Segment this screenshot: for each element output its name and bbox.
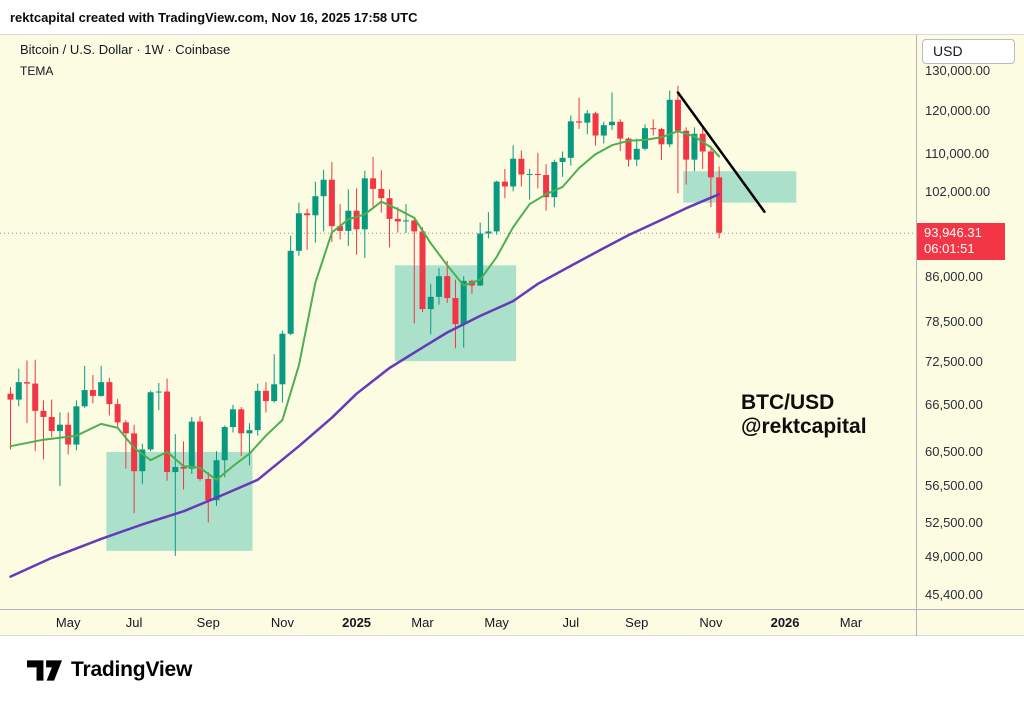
watermark-symbol: BTC/USD [741,391,835,414]
time-axis-label: Mar [839,615,863,630]
indicator-label[interactable]: TEMA [20,64,54,78]
time-axis-label: Sep [196,615,220,630]
price-axis-label: 110,000.00 [925,146,990,162]
bar-close-countdown: 06:01:51 [924,240,975,256]
price-axis-label: 45,400.00 [925,586,983,602]
time-axis-label: May [484,615,509,630]
symbol-title[interactable]: Bitcoin / U.S. Dollar · 1W · Coinbase [20,42,231,57]
candlestick-chart[interactable] [0,35,916,609]
price-axis-label: 72,500.00 [925,353,983,369]
attribution-bar: rektcapital created with TradingView.com… [0,0,1024,35]
watermark-handle: @rektcapital [741,415,867,438]
price-axis-label: 56,500.00 [925,477,983,493]
tradingview-wordmark: TradingView [71,658,193,681]
price-axis-label: 86,000.00 [925,268,983,284]
price-axis-label: 130,000.00 [925,63,991,78]
time-axis-label: Nov [270,615,294,630]
candle-series [7,85,723,556]
time-axis-label: May [55,615,81,630]
time-axis-label: Jul [562,615,580,630]
price-axis-label: 78,500.00 [925,314,983,330]
tema-slow-line[interactable] [9,192,721,578]
price-axis-label: 102,000.00 [925,183,991,199]
footer-bar: TradingView [0,636,1024,704]
attribution-text: rektcapital created with TradingView.com… [10,9,418,25]
last-price-badge: 93,946.31 06:01:51 [917,222,1005,260]
trendline[interactable] [676,91,766,213]
price-axis-label: 66,500.00 [925,396,983,412]
chart-area: Bitcoin / U.S. Dollar · 1W · Coinbase TE… [0,35,1024,636]
accumulation-box[interactable] [106,451,253,551]
watermark: BTC/USD @rektcapital [741,391,867,439]
time-axis-label: Sep [625,615,649,630]
last-price-value: 93,946.31 [924,224,982,240]
price-axis-label: 52,500.00 [925,514,983,530]
tema-fast-line[interactable] [9,130,721,481]
currency-selector[interactable]: USD [922,39,1015,64]
time-axis-label: 2025 [342,615,372,630]
time-axis-label: Jul [125,615,143,630]
price-axis[interactable]: USD 93,946.31 06:01:51 130,000.00 120,000… [916,35,1024,636]
time-axis[interactable]: May Jul Sep Nov 2025 Mar May Jul Sep Nov 2026 Mar [0,609,1024,636]
chart-legend: Bitcoin / U.S. Dollar · 1W · Coinbase TE… [20,42,230,78]
price-axis-label: 60,500.00 [925,443,983,459]
time-axis-label: Mar [411,615,434,630]
time-axis-label: 2026 [770,615,800,630]
price-axis-label: 49,000.00 [925,548,983,564]
tradingview-logo [27,659,62,681]
time-axis-label: Nov [699,615,723,630]
price-axis-label: 120,000.00 [925,102,991,118]
